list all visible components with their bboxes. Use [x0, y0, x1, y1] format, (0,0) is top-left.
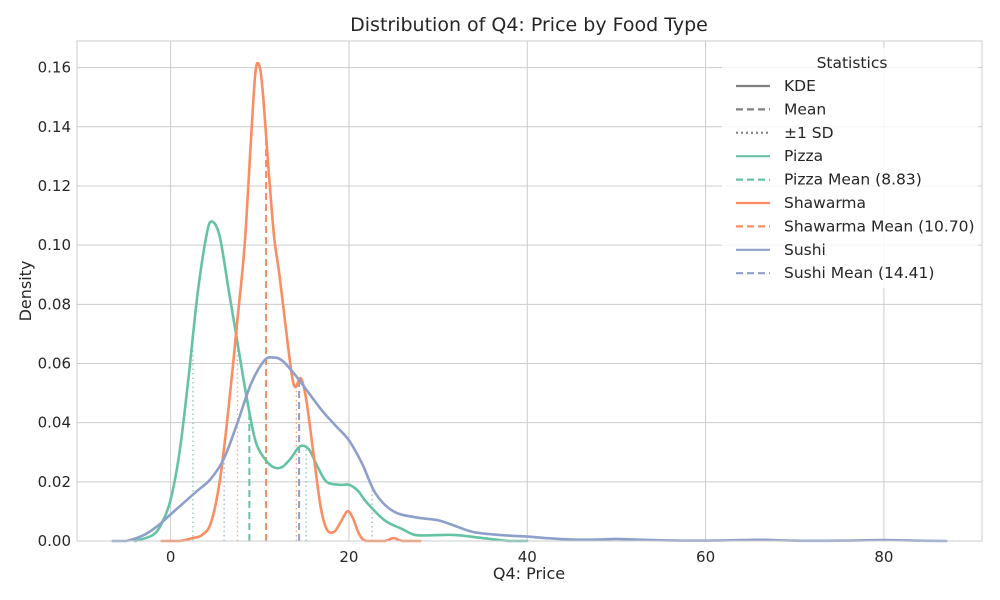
y-tick-label: 0.08: [38, 295, 71, 313]
sd-lines: [192, 319, 373, 541]
chart-title: Distribution of Q4: Price by Food Type: [350, 14, 708, 36]
legend-background: [722, 48, 978, 288]
y-axis-label: Density: [16, 261, 35, 322]
y-tick-label: 0.16: [38, 59, 71, 77]
legend-label: Mean: [784, 100, 826, 118]
x-tick-label: 0: [166, 548, 176, 566]
y-tick-label: 0.04: [38, 414, 71, 432]
legend: Statistics KDE Mean ±1 SD Pizza Pizza Mean (…: [722, 48, 978, 288]
x-tick-label: 20: [339, 548, 358, 566]
y-tick-label: 0.06: [38, 354, 71, 372]
y-tick-label: 0.02: [38, 473, 71, 491]
y-tick-label: 0.12: [38, 177, 71, 195]
pizza-kde-line: [133, 220, 529, 543]
shawarma-kde-line: [160, 61, 422, 543]
legend-label: Shawarma Mean (10.70): [784, 217, 975, 235]
x-tick-label: 60: [696, 548, 715, 566]
plot-frame: [76, 40, 983, 542]
legend-label: Sushi Mean (14.41): [784, 264, 934, 282]
y-tick-label: 0.10: [38, 236, 71, 254]
legend-label: Pizza: [784, 147, 823, 165]
mean-lines: [248, 135, 301, 541]
legend-label: ±1 SD: [784, 124, 834, 142]
legend-label: KDE: [784, 77, 816, 95]
legend-label: Sushi: [784, 241, 826, 259]
x-tick-label: 40: [518, 548, 537, 566]
x-axis-label: Q4: Price: [493, 564, 565, 583]
y-tick-label: 0.00: [38, 532, 71, 550]
y-tick-label: 0.14: [38, 118, 71, 136]
tick-labels: 0 20 40 60 80 0.00 0.02 0.04 0.06 0.08 0.10 0.12 0.1…: [38, 59, 894, 566]
legend-title: Statistics: [817, 54, 888, 72]
legend-label: Shawarma: [784, 194, 866, 212]
legend-label: Pizza Mean (8.83): [784, 171, 922, 189]
x-tick-label: 80: [874, 548, 893, 566]
